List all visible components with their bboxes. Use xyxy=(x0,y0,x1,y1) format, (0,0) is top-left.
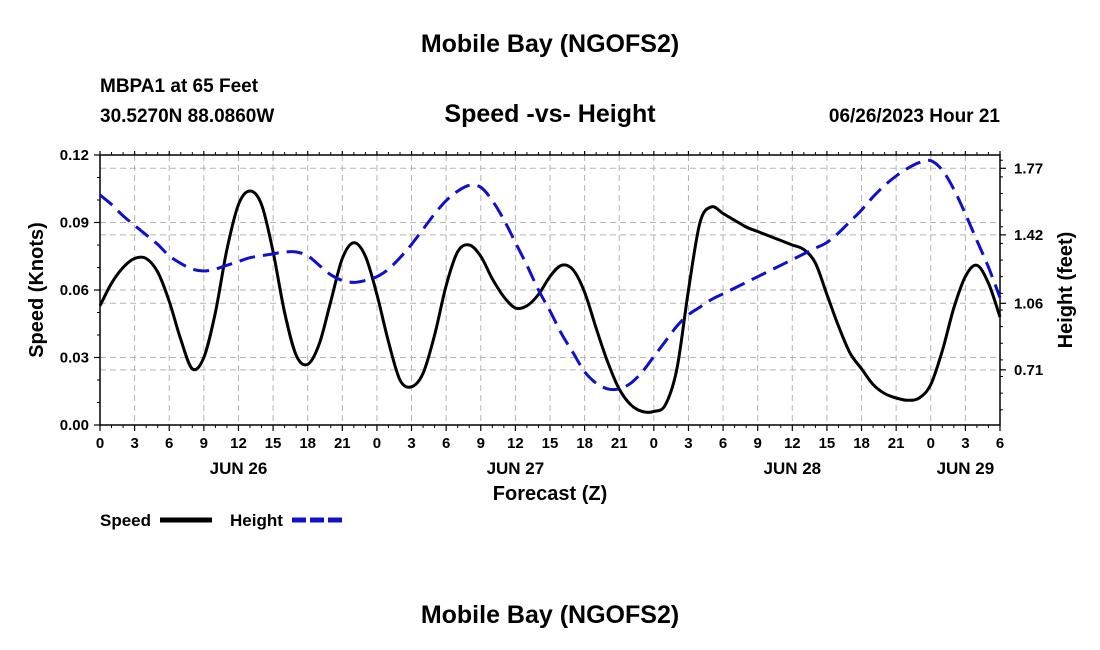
x-tick-label: 0 xyxy=(650,435,658,452)
date-label: JUN 28 xyxy=(763,459,821,478)
page-title-bottom: Mobile Bay (NGOFS2) xyxy=(420,601,680,629)
x-axis-label: Forecast (Z) xyxy=(493,483,607,505)
x-tick-label: 15 xyxy=(819,435,836,452)
x-tick-label: 9 xyxy=(200,435,208,452)
x-tick-label: 21 xyxy=(611,435,628,452)
x-tick-label: 6 xyxy=(165,435,173,452)
x-tick-label: 0 xyxy=(927,435,935,452)
page-title: Mobile Bay (NGOFS2) xyxy=(420,30,680,58)
legend-height-label: Height xyxy=(230,511,283,530)
x-tick-label: 3 xyxy=(684,435,692,452)
y-right-tick-label: 0.71 xyxy=(1014,362,1043,379)
y-axis-right-label: Height (feet) xyxy=(1055,232,1077,349)
x-tick-label: 12 xyxy=(507,435,524,452)
grid xyxy=(100,155,1000,425)
x-tick-label: 18 xyxy=(576,435,593,452)
x-tick-label: 0 xyxy=(373,435,381,452)
x-tick-label: 21 xyxy=(888,435,905,452)
x-tick-label: 18 xyxy=(853,435,870,452)
date-label: JUN 26 xyxy=(210,459,268,478)
axes: 0 3 6 9 12 15 18 21 0 3 6 9 12 15 18 21 0 3 6 9 12 15 18 21 0 3 6J… xyxy=(60,147,1043,478)
x-tick-label: 15 xyxy=(542,435,559,452)
legend-speed-label: Speed xyxy=(100,511,151,530)
x-tick-label: 3 xyxy=(961,435,969,452)
y-left-tick-label: 0.06 xyxy=(60,282,89,299)
y-right-tick-label: 1.77 xyxy=(1014,160,1043,177)
x-tick-label: 18 xyxy=(299,435,316,452)
x-tick-label: 0 xyxy=(96,435,104,452)
x-tick-label: 9 xyxy=(754,435,762,452)
x-tick-label: 3 xyxy=(407,435,415,452)
x-tick-label: 9 xyxy=(477,435,485,452)
series-height-line xyxy=(99,158,1002,392)
x-tick-label: 21 xyxy=(334,435,351,452)
station-coordinates: 30.5270N 88.0860W xyxy=(100,106,275,127)
x-tick-label: 3 xyxy=(130,435,138,452)
date-label: JUN 27 xyxy=(487,459,545,478)
x-tick-label: 12 xyxy=(784,435,801,452)
y-left-tick-label: 0.00 xyxy=(60,417,89,434)
series xyxy=(98,158,1002,414)
x-tick-label: 6 xyxy=(442,435,450,452)
y-left-tick-label: 0.09 xyxy=(60,215,89,232)
run-time: 06/26/2023 Hour 21 xyxy=(828,106,1000,127)
legend: Speed Height xyxy=(100,511,342,530)
chart-title: Speed -vs- Height xyxy=(444,100,656,128)
y-left-tick-label: 0.12 xyxy=(60,147,89,164)
x-tick-label: 6 xyxy=(719,435,727,452)
station-label: MBPA1 at 65 Feet xyxy=(100,76,259,97)
y-right-tick-label: 1.42 xyxy=(1014,227,1043,244)
x-tick-label: 6 xyxy=(996,435,1004,452)
date-label: JUN 29 xyxy=(937,459,995,478)
y-right-tick-label: 1.06 xyxy=(1014,295,1043,312)
x-tick-label: 12 xyxy=(230,435,247,452)
x-tick-label: 15 xyxy=(265,435,282,452)
series-speed-line xyxy=(98,189,1002,414)
y-left-tick-label: 0.03 xyxy=(60,350,89,367)
y-axis-left-label: Speed (Knots) xyxy=(26,222,48,358)
